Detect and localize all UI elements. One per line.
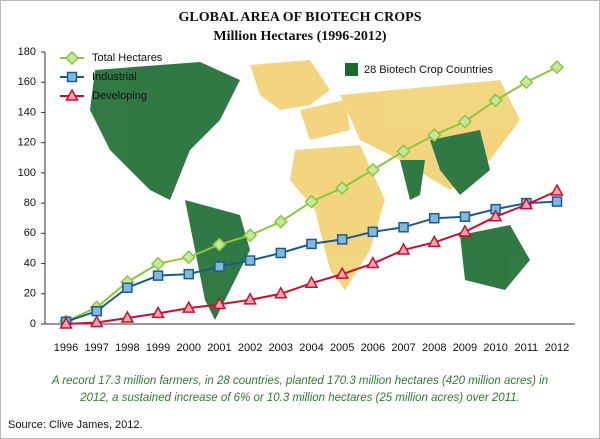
marker — [243, 228, 258, 243]
marker — [367, 226, 379, 238]
legend-label: Total Hectares — [92, 52, 163, 64]
marker — [152, 270, 164, 281]
chart-subtitle: Million Hectares (1996-2012) — [213, 29, 386, 44]
x-tick-label: 2008 — [422, 342, 446, 354]
marker — [59, 316, 73, 329]
marker — [274, 286, 288, 299]
y-tick-label: 60 — [24, 227, 36, 239]
marker — [366, 255, 380, 269]
marker — [304, 194, 319, 209]
source: Source: Clive James, 2012. — [8, 419, 143, 431]
x-tick-label: 2009 — [453, 342, 477, 354]
marker — [66, 71, 78, 83]
x-tick-label: 1996 — [54, 342, 78, 354]
marker — [519, 197, 534, 210]
y-tick-label: 160 — [18, 76, 36, 88]
marker — [396, 242, 411, 255]
x-tick-label: 2007 — [391, 342, 415, 354]
marker — [212, 237, 227, 252]
map-south-america — [185, 200, 250, 320]
marker — [459, 211, 471, 222]
marker — [181, 250, 196, 265]
marker — [427, 234, 442, 248]
x-tick-label: 2003 — [269, 342, 293, 354]
map-india — [400, 160, 425, 200]
y-tick-label: 80 — [24, 197, 36, 209]
marker — [151, 256, 166, 271]
map-africa — [290, 145, 385, 290]
marker — [183, 268, 194, 280]
marker — [64, 50, 80, 66]
x-tick-label: 2001 — [207, 342, 231, 354]
x-tick-label: 1999 — [146, 342, 170, 354]
map-europe — [300, 100, 350, 140]
x-tick-label: 1997 — [84, 342, 108, 354]
legend-label: Industrial — [92, 71, 137, 83]
marker — [335, 266, 349, 279]
marker — [122, 282, 133, 293]
marker — [427, 128, 442, 143]
y-tick-label: 100 — [18, 167, 36, 179]
x-tick-label: 2005 — [330, 342, 354, 354]
x-tick-label: 2012 — [545, 342, 569, 354]
y-tick-label: 120 — [18, 137, 36, 149]
marker — [519, 75, 534, 90]
marker — [551, 196, 563, 207]
x-tick-label: 2000 — [177, 342, 201, 354]
marker — [306, 238, 317, 250]
marker — [214, 261, 225, 272]
marker — [457, 114, 472, 129]
marker — [396, 144, 411, 159]
marker — [488, 93, 503, 108]
legend-label: Developing — [92, 90, 147, 102]
marker — [89, 314, 104, 328]
y-tick-label: 40 — [24, 257, 36, 269]
marker — [244, 255, 256, 266]
y-tick-label: 180 — [18, 46, 36, 58]
marker — [212, 296, 227, 310]
marker — [304, 275, 319, 288]
marker — [429, 212, 440, 224]
y-tick-label: 0 — [30, 318, 36, 330]
x-tick-label: 2011 — [514, 342, 538, 354]
marker — [335, 180, 350, 196]
marker — [488, 209, 503, 222]
chart-title: GLOBAL AREA OF BIOTECH CROPS — [179, 10, 422, 25]
map-china — [430, 130, 490, 195]
world-map — [90, 60, 530, 320]
map-north-america — [90, 62, 240, 200]
y-tick-label: 140 — [18, 106, 36, 118]
marker — [365, 162, 380, 177]
annotation-swatch — [345, 63, 358, 76]
marker — [120, 310, 135, 323]
x-tick-label: 2010 — [483, 342, 507, 354]
marker — [336, 234, 348, 245]
x-tick-label: 2002 — [238, 342, 262, 354]
marker — [275, 247, 287, 259]
caption: A record 17.3 million farmers, in 28 cou… — [51, 375, 548, 387]
annotation: 28 Biotech Crop Countries — [364, 64, 494, 76]
marker — [549, 60, 565, 75]
x-tick-label: 2004 — [299, 342, 323, 354]
caption: 2012, a sustained increase of 6% or 10.3… — [79, 392, 520, 404]
x-tick-label: 1998 — [115, 342, 139, 354]
marker — [243, 292, 257, 305]
marker — [65, 88, 79, 101]
map-australia — [460, 225, 530, 290]
marker — [550, 183, 564, 196]
marker — [458, 224, 472, 237]
marker — [181, 300, 196, 313]
x-tick-label: 2006 — [361, 342, 385, 354]
marker — [151, 305, 165, 319]
marker — [91, 305, 102, 317]
marker — [273, 214, 288, 229]
map-greenland — [250, 60, 330, 110]
y-tick-label: 20 — [24, 288, 36, 300]
marker — [398, 222, 409, 233]
